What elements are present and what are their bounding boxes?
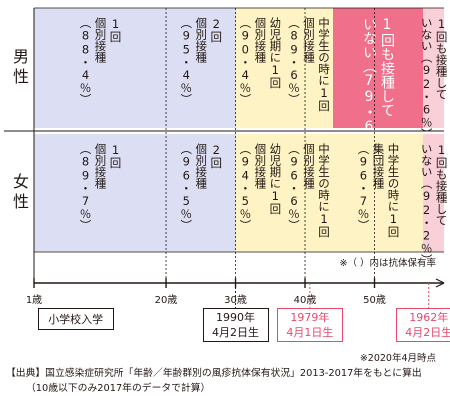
- segment-male-2: [235, 8, 285, 128]
- marker-box-1: 1990年 4月2日生: [202, 308, 269, 342]
- segment-label-line: 幼児期に1回: [268, 143, 283, 215]
- row-label-female: 女性: [10, 173, 29, 213]
- segment-female-6: [34, 134, 167, 252]
- marker-line: 4月2日生: [405, 326, 450, 339]
- segment-label-line: （95・4％）: [179, 17, 194, 105]
- segment-label-line: 個別接種: [93, 17, 108, 63]
- segment-label: 1回も接種して いない（79・6％）: [360, 17, 396, 163]
- segment-label-line: 個別接種: [194, 143, 209, 189]
- segment-label-line: （96・7％）: [356, 143, 371, 231]
- segment-label: 幼児期に1回 個別接種 （90・4％）: [237, 17, 282, 105]
- source-line-2: （10歳以下のみ2017年のデータで計算）: [26, 383, 211, 394]
- tick-label-1: 1歳: [25, 295, 43, 306]
- segment-label-line: 集団接種: [371, 143, 386, 189]
- as-of-note: ※2020年4月時点: [359, 353, 436, 364]
- segment-male-4: [332, 8, 424, 128]
- segment-label: 1回 個別接種 （89・7％）: [78, 143, 123, 231]
- segment-label: 1回も接種して いない（92・2％）: [419, 143, 449, 266]
- marker-box-0: 小学校入学: [37, 308, 114, 330]
- segment-label: 2回 個別接種 （96・5％）: [178, 143, 223, 231]
- segment-label: 2回 個別接種 （95・4％）: [178, 17, 223, 105]
- segment-label-line: 中学生の時に1回: [316, 17, 331, 112]
- segment-label-line: （96・5％）: [179, 143, 194, 231]
- tick-label-30: 30歳: [224, 295, 247, 306]
- segment-female-10: [332, 134, 424, 252]
- segment-label: 1回も接種して いない（92・6％）: [419, 17, 449, 140]
- segment-label-line: （90・4％）: [238, 17, 253, 105]
- segment-label-line: （89・6％）: [286, 17, 301, 105]
- marker-line: 4月2日生: [212, 326, 260, 339]
- axis-arrow-top: [435, 278, 445, 284]
- segment-label: 中学生の時に1回 個別接種 （89・6％）: [286, 17, 331, 112]
- tick-label-40: 40歳: [293, 295, 317, 306]
- axis-arrow-bottom: [435, 282, 445, 288]
- segment-label-line: 1回: [108, 17, 123, 43]
- segment-label-line: 個別接種: [93, 143, 108, 189]
- segment-label-line: 中学生の時に1回: [316, 143, 331, 238]
- source-line-1: 【出典】国立感染症研究所「年齢／年齢群別の風疹抗体保有状況」2013-2017年…: [6, 368, 422, 379]
- segment-label-line: 個別接種: [194, 17, 209, 63]
- segment-label-line: （94・5％）: [238, 143, 253, 231]
- tick-label-50: 50歳: [363, 295, 386, 306]
- segment-male-5: [423, 8, 444, 128]
- segment-label-line: （88・4％）: [78, 17, 93, 105]
- tick-label-20: 20歳: [154, 295, 178, 306]
- segment-label-line: 幼児期に1回: [268, 17, 283, 89]
- segment-label: 中学生の時に1回 集団接種 （96・7％）: [355, 143, 400, 238]
- marker-line: 1979年: [290, 311, 330, 324]
- segment-female-11: [423, 134, 444, 252]
- segment-label-line: 1回も接種して: [434, 143, 449, 226]
- marker-line: 4月1日生: [286, 326, 334, 339]
- segment-label-line: いない（79・6％）: [360, 17, 377, 163]
- marker-line: 1990年: [216, 311, 256, 324]
- segment-label: 1回 個別接種 （88・4％）: [78, 17, 123, 105]
- marker-line: 小学校入学: [48, 312, 104, 326]
- row-label-male: 男性: [10, 48, 29, 88]
- marker-box-2: 1979年 4月1日生: [276, 308, 343, 342]
- marker-line: 1962年: [409, 311, 449, 324]
- segment-label-line: （96・6％）: [286, 143, 301, 231]
- marker-box-3: 1962年 4月2日生: [395, 308, 450, 342]
- segment-label-line: 個別接種: [253, 143, 268, 189]
- segment-female-8: [235, 134, 285, 252]
- segment-male-0: [34, 8, 167, 128]
- segment-label-line: 2回: [209, 17, 224, 43]
- segment-label-line: 個別接種: [253, 17, 268, 63]
- segment-label-line: （89・7％）: [78, 143, 93, 231]
- segment-label-line: 個別接種: [301, 17, 316, 63]
- segment-label-line: 1回も接種して: [434, 17, 449, 100]
- segment-female-9: [284, 134, 333, 252]
- segment-label-line: いない（92・6％）: [419, 17, 434, 140]
- segment-label: 中学生の時に1回 個別接種 （96・6％）: [286, 143, 331, 238]
- segment-label-line: 2回: [209, 143, 224, 169]
- segment-label-line: 個別接種: [301, 143, 316, 189]
- segment-male-1: [166, 8, 236, 128]
- segment-female-7: [166, 134, 236, 252]
- segment-label-line: 1回も接種して: [378, 17, 395, 117]
- antibody-note: ※（ ）内は抗体保有率: [339, 258, 436, 269]
- segment-label-line: 中学生の時に1回: [386, 143, 401, 238]
- segment-male-3: [284, 8, 333, 128]
- segment-label-line: いない（92・2％）: [419, 143, 434, 266]
- segment-label-line: 1回: [108, 143, 123, 169]
- segment-label: 幼児期に1回 個別接種 （94・5％）: [237, 143, 282, 231]
